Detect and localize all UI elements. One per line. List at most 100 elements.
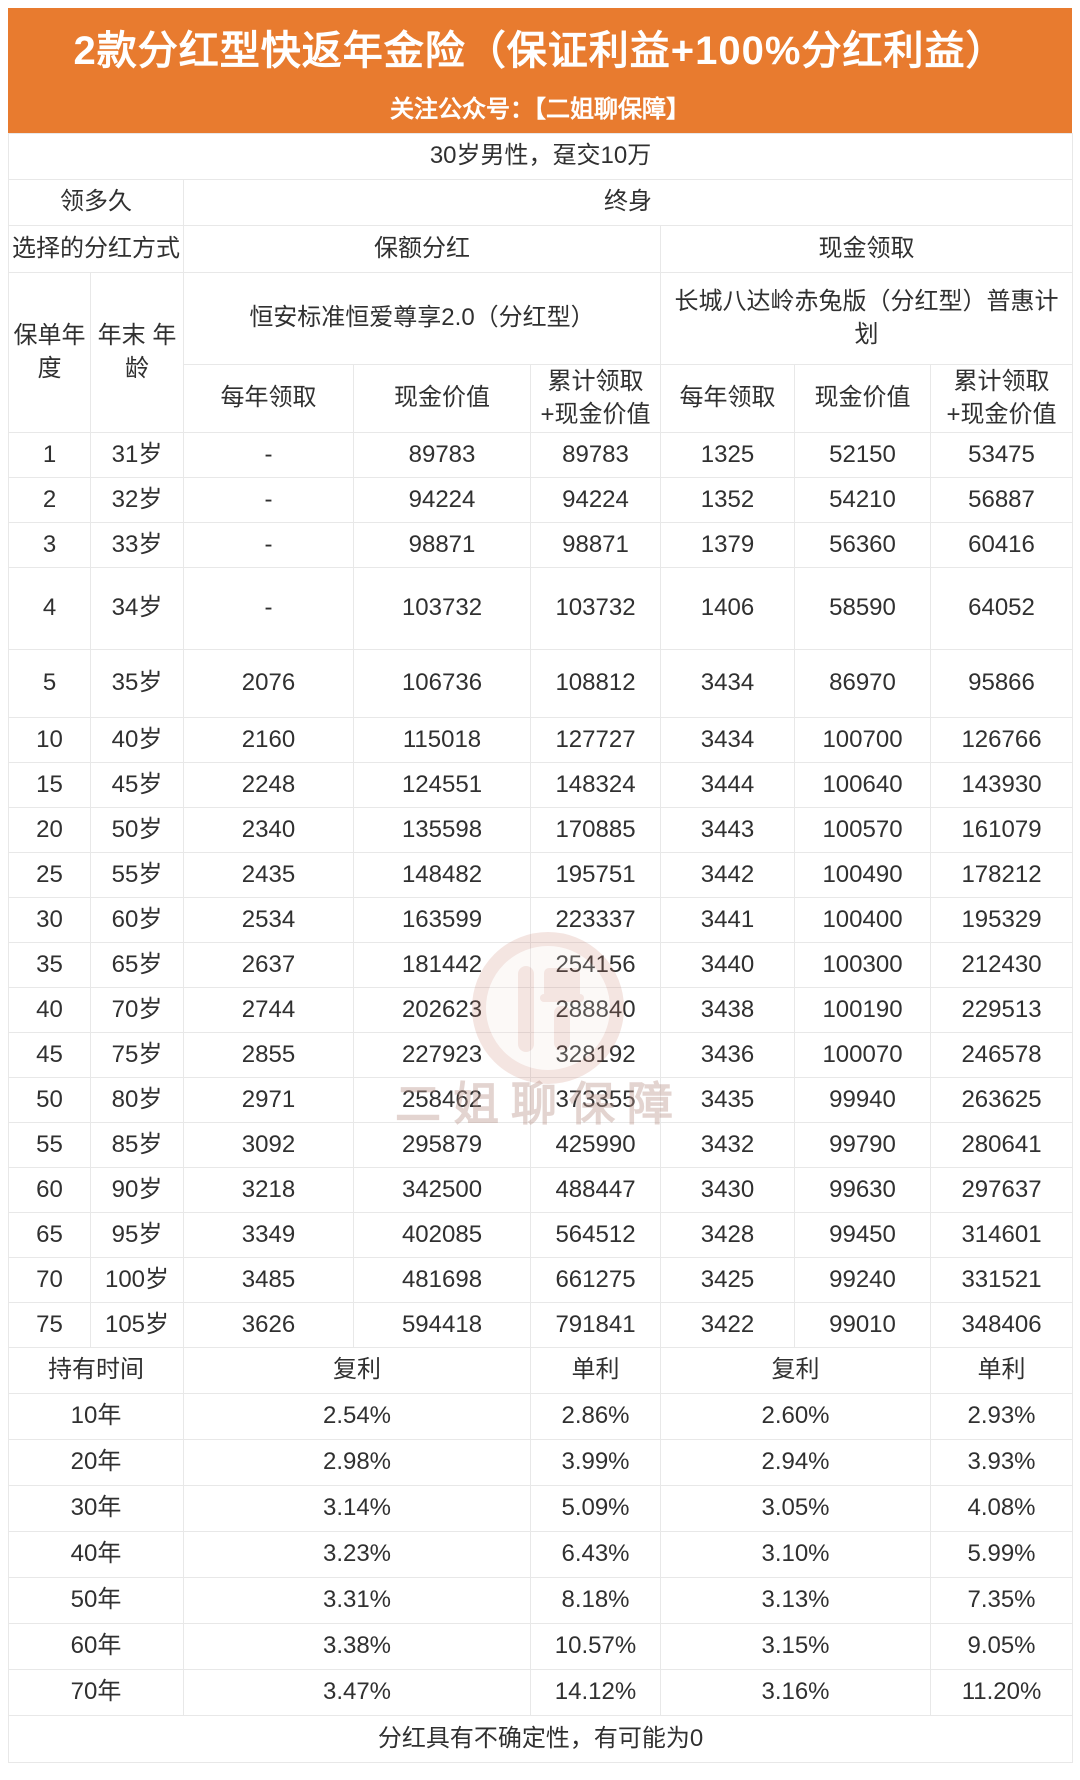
value-cell: 2971 [183,1077,354,1123]
value-cell: 3485 [183,1257,354,1303]
value-cell: 103732 [530,567,661,650]
age-cell: 33岁 [90,522,184,568]
value-cell: 3441 [660,897,795,943]
value-cell: 195329 [929,897,1074,943]
value-cell: 100640 [794,762,931,808]
rate-row: 40年 3.23% 6.43% 3.10% 5.99% [8,1531,1074,1578]
value-cell: 115018 [353,717,531,763]
value-cell: 661275 [530,1257,661,1303]
policy-year-cell: 2 [8,477,91,523]
value-cell: 143930 [929,762,1074,808]
rate-value-cell: 9.05% [929,1623,1074,1670]
policy-year-cell: 45 [8,1032,91,1078]
value-cell: 3438 [660,987,795,1033]
value-cell: 100490 [794,852,931,898]
policy-value-row: 35 65岁 2637 181442 254156 3440 100300 212430 [8,942,1074,988]
rates-header-section: 持有时间 复利 单利 复利 单利 [8,1347,1074,1394]
value-cell: 1379 [660,522,795,568]
value-cell: 181442 [353,942,531,988]
policy-value-row: 75 105岁 3626 594418 791841 3422 99010 348406 [8,1302,1074,1348]
policy-year-cell: 15 [8,762,91,808]
rate-value-cell: 3.99% [530,1439,661,1486]
policy-year-cell: 35 [8,942,91,988]
value-cell: 99010 [794,1302,931,1348]
policy-value-row: 50 80岁 2971 258462 373355 3435 99940 263625 [8,1077,1074,1123]
value-cell: 229513 [929,987,1074,1033]
dividend-label-cell: 选择的分红方式 [8,225,184,273]
rate-value-cell: 2.86% [530,1393,661,1440]
value-cell: 348406 [929,1302,1074,1348]
column-header-cell: 现金价值 [794,364,931,433]
rate-type-header-cell: 复利 [660,1347,931,1394]
policy-value-row: 60 90岁 3218 342500 488447 3430 99630 297637 [8,1167,1074,1213]
value-cell: 3435 [660,1077,795,1123]
rate-value-cell: 3.47% [183,1669,531,1716]
holding-time-cell: 70年 [8,1669,184,1716]
policy-value-row: 5 35岁 2076 106736 108812 3434 86970 95866 [8,649,1074,718]
value-cell: 402085 [353,1212,531,1258]
rate-value-cell: 2.93% [929,1393,1074,1440]
scenario-cell: 30岁男性，趸交10万 [7,133,1074,180]
value-cell: 3440 [660,942,795,988]
value-cell: 295879 [353,1122,531,1168]
policy-value-row: 2 32岁 -94224 94224 1352 54210 56887 [8,477,1074,523]
age-cell: 31岁 [90,432,184,478]
value-cell: 373355 [530,1077,661,1123]
rate-value-cell: 4.08% [929,1485,1074,1532]
value-cell: 2248 [183,762,354,808]
policy-year-cell: 55 [8,1122,91,1168]
age-cell: 70岁 [90,987,184,1033]
rate-value-cell: 3.38% [183,1623,531,1670]
value-cell: 2076 [183,649,354,718]
product-name-row: 保单年度 年末 年龄 恒安标准恒爱尊享2.0（分红型） 长城八达岭赤兔版（分红型… [8,272,1074,433]
value-cell: 342500 [353,1167,531,1213]
footer-section: 分红具有不确定性，有可能为0 [7,1715,1074,1763]
value-cell: 3434 [660,717,795,763]
age-cell: 40岁 [90,717,184,763]
age-cell: 90岁 [90,1167,184,1213]
age-cell: 105岁 [90,1302,184,1348]
policy-value-row: 10 40岁 2160 115018 127727 3434 100700 126766 [8,717,1074,763]
value-cell: 3442 [660,852,795,898]
value-cell: 3092 [183,1122,354,1168]
scenario-row: 30岁男性，趸交10万 [7,133,1074,180]
policy-year-cell: 20 [8,807,91,853]
age-cell: 60岁 [90,897,184,943]
value-cell: 161079 [929,807,1074,853]
value-cell: 100700 [794,717,931,763]
dividend-method-row: 选择的分红方式 保额分红 现金领取 [8,225,1074,273]
policy-value-row: 70 100岁 3485 481698 661275 3425 99240 331521 [8,1257,1074,1303]
policy-year-cell: 10 [8,717,91,763]
value-cell: 1406 [660,567,795,650]
footnote-cell: 分红具有不确定性，有可能为0 [7,1715,1074,1763]
age-cell: 35岁 [90,649,184,718]
policy-value-row: 1 31岁 -89783 89783 1325 52150 53475 [8,432,1074,478]
value-cell: 103732 [353,567,531,650]
product-name-cell: 长城八达岭赤兔版（分红型）普惠计划 [659,272,1074,365]
policy-year-cell: 4 [8,567,91,650]
value-cell: 314601 [929,1212,1074,1258]
policy-year-cell: 65 [8,1212,91,1258]
value-cell: 94224 [353,477,531,523]
age-cell: 80岁 [90,1077,184,1123]
value-cell: 95866 [929,649,1074,718]
rate-type-header-cell: 复利 [183,1347,531,1394]
policy-year-cell: 1 [8,432,91,478]
holding-time-header-cell: 持有时间 [8,1347,184,1394]
policy-year-cell: 30 [8,897,91,943]
duration-row: 领多久 终身 [8,179,1074,226]
value-cell: 297637 [929,1167,1074,1213]
rate-value-cell: 6.43% [530,1531,661,1578]
dividend-option-cell: 现金领取 [659,225,1074,273]
rate-type-header-cell: 单利 [530,1347,661,1394]
rate-value-cell: 5.99% [929,1531,1074,1578]
age-cell: 85岁 [90,1122,184,1168]
rate-value-cell: 3.14% [183,1485,531,1532]
value-cell: 124551 [353,762,531,808]
value-cell: 223337 [530,897,661,943]
age-header-cell: 年末 年龄 [90,272,184,433]
value-cell: 135598 [353,807,531,853]
column-header-cell: 现金价值 [353,364,531,433]
policy-value-row: 20 50岁 2340 135598 170885 3443 100570 161079 [8,807,1074,853]
rate-row: 50年 3.31% 8.18% 3.13% 7.35% [8,1577,1074,1624]
